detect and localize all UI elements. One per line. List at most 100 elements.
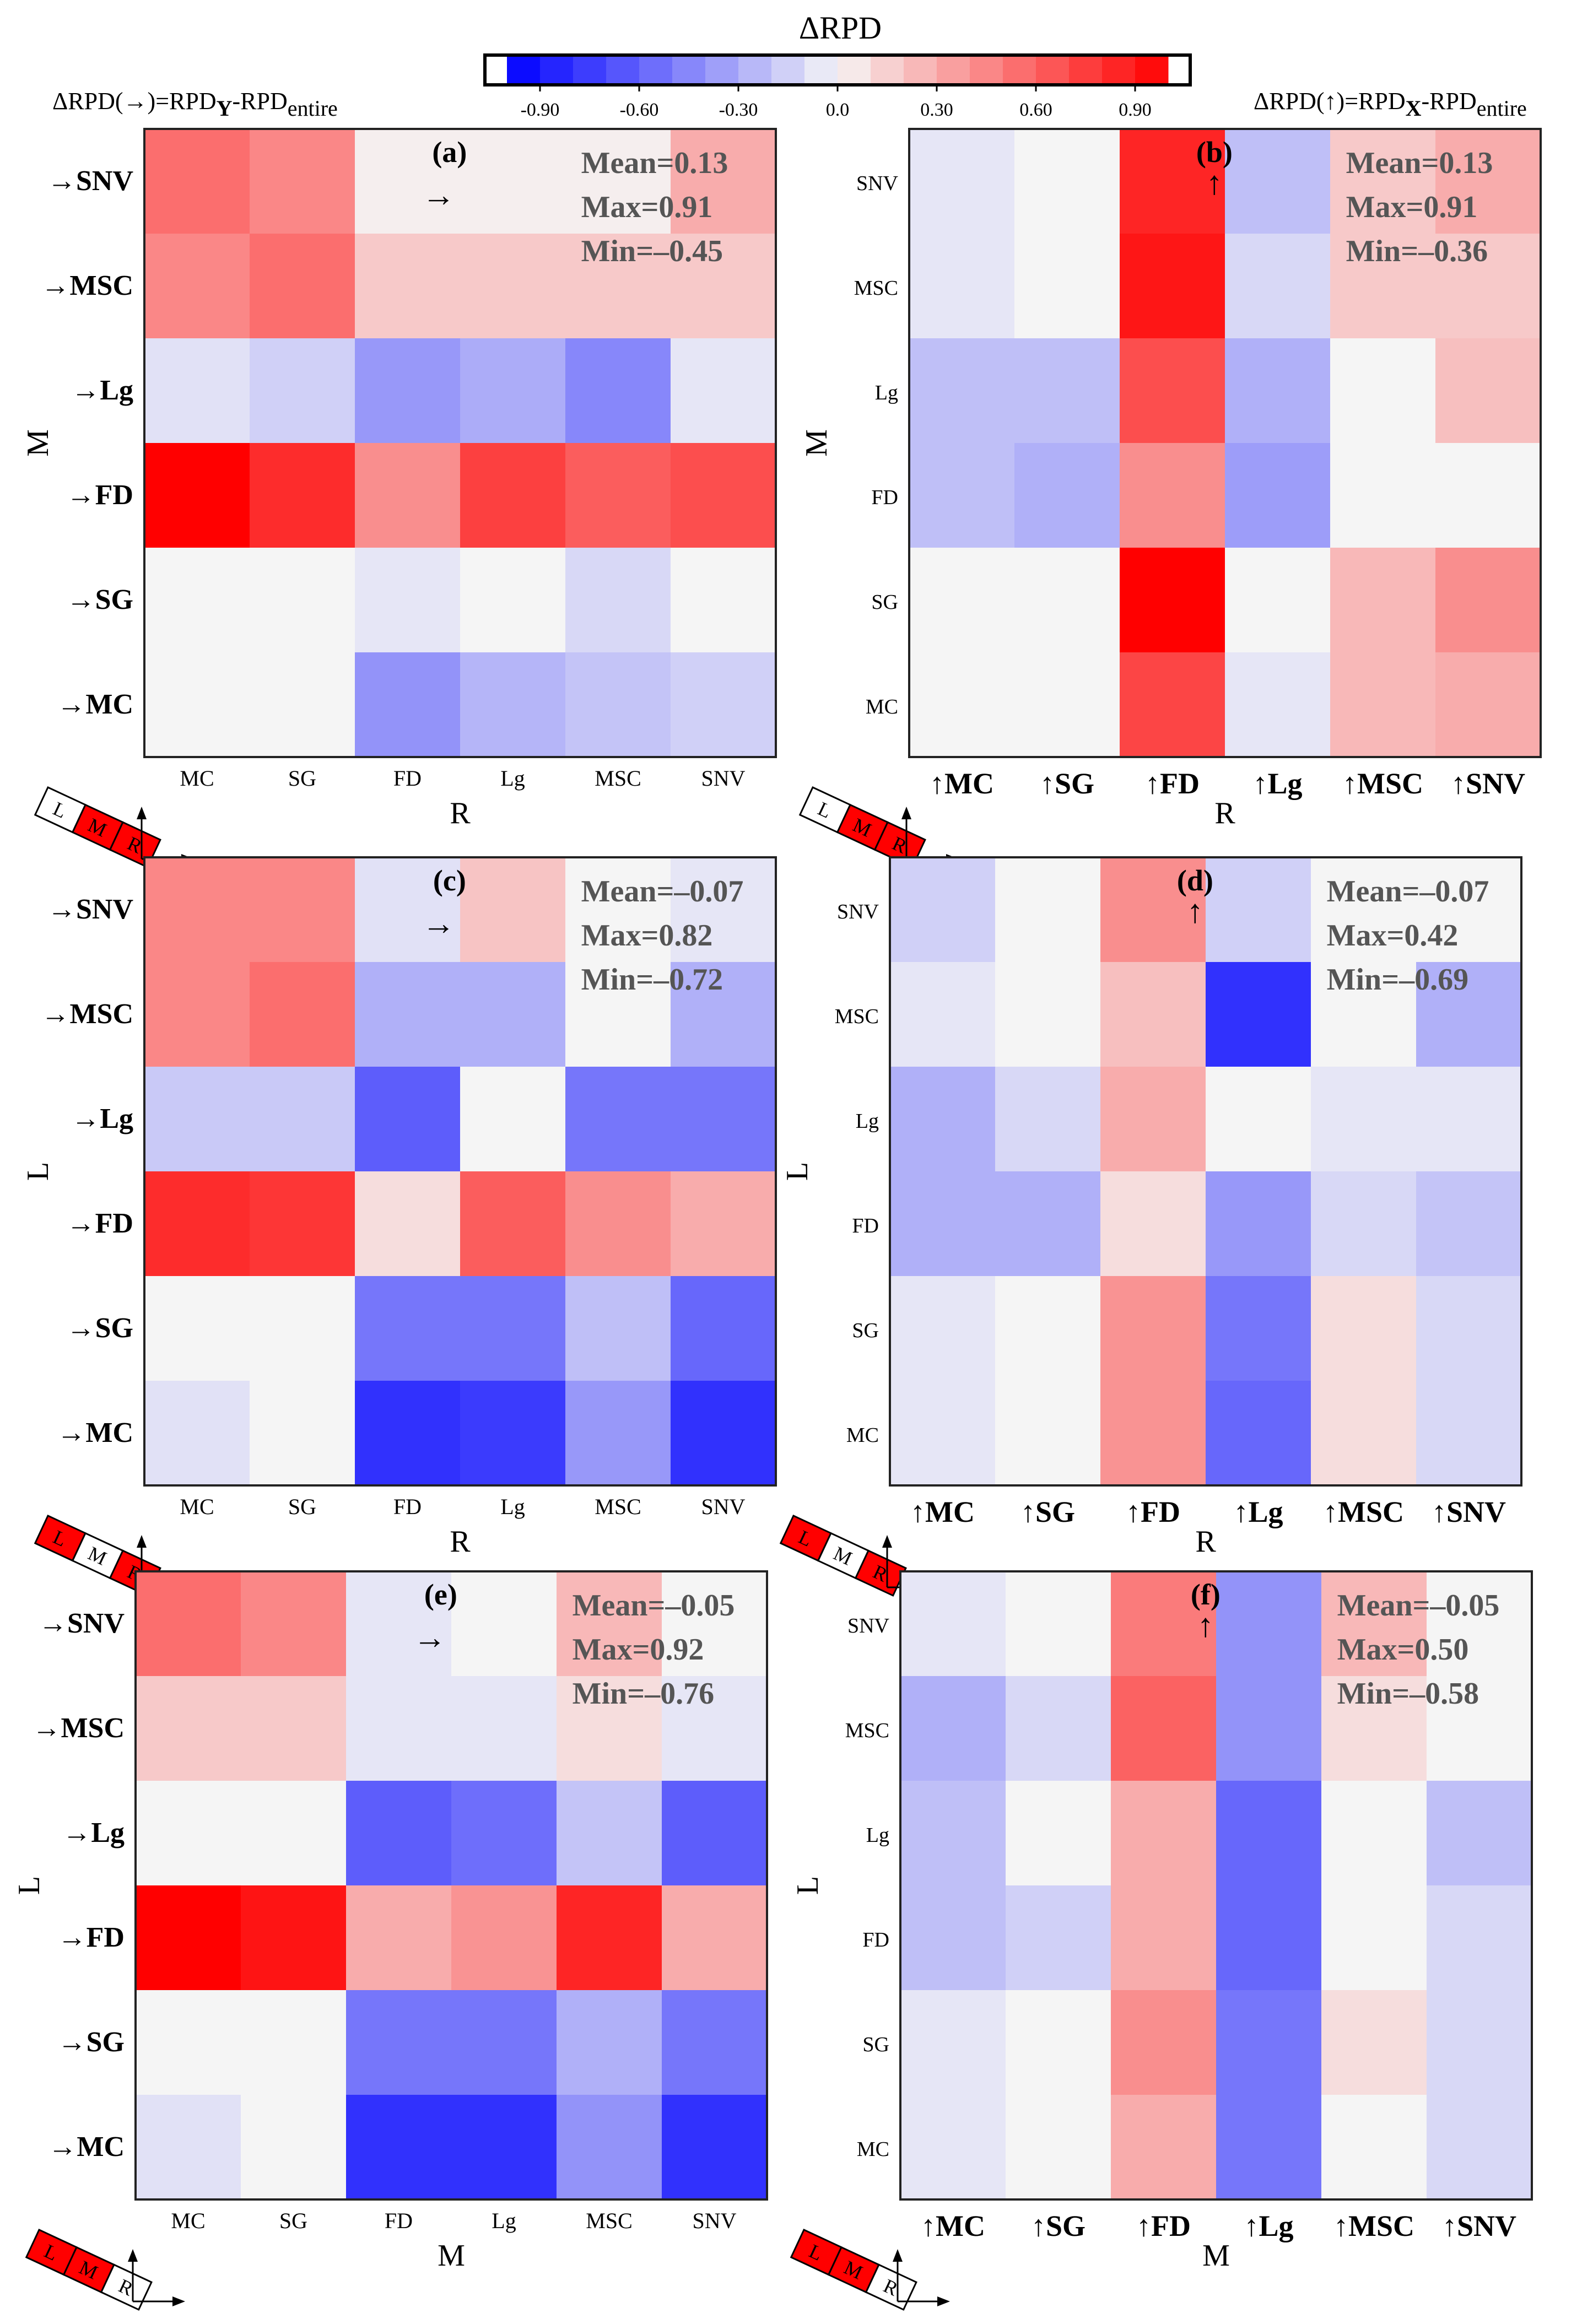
y-tick-label: FD: [871, 486, 898, 509]
x-tick-label: MC: [180, 1494, 214, 1519]
heatmap-cell: [241, 1676, 347, 1781]
direction-arrow: ↑: [1187, 893, 1203, 929]
x-tick-label: FD: [393, 1494, 422, 1519]
heatmap-cell: [250, 1381, 355, 1486]
heatmap-cell: [1216, 1885, 1322, 1991]
colorbar-under-cap: [485, 55, 507, 85]
heatmap-cell: [460, 1067, 566, 1172]
heatmap-cell: [1311, 962, 1417, 1067]
heatmap-cell: [900, 1781, 1006, 1886]
heatmap-cell: [1216, 2095, 1322, 2200]
heatmap-cell: [451, 1885, 557, 1991]
heatmap-cell: [662, 1885, 768, 1991]
heatmap-cell: [346, 1885, 452, 1991]
heatmap-cell: [1330, 548, 1436, 653]
colorbar-cell: [970, 55, 1003, 85]
direction-arrow: →: [422, 905, 455, 942]
plot-frame: [899, 1570, 1533, 2201]
heatmap-cell: [1111, 1781, 1217, 1886]
colorbar-over-cap: [1168, 55, 1190, 85]
heatmap-cell: [900, 1571, 1006, 1677]
heatmap-cell: [890, 1067, 996, 1172]
plot-frame: [134, 1570, 768, 2201]
heatmap-cell: [557, 1990, 662, 2095]
heatmap-cell: [1006, 1885, 1111, 1991]
x-tick-label: ↑MC: [910, 1495, 975, 1528]
stat-max: Max=0.82: [581, 918, 713, 953]
y-tick-label: →Lg: [71, 375, 133, 406]
x-tick-label: SNV: [701, 1494, 745, 1519]
heatmap-cell: [565, 1276, 671, 1381]
y-tick-label: MSC: [854, 277, 898, 300]
heatmap-cell: [565, 1381, 671, 1486]
method-order-glyph: LMR: [798, 786, 926, 868]
heatmap-cell: [136, 1676, 241, 1781]
heatmap-cell: [909, 234, 1015, 339]
x-axis-label: R: [1195, 1525, 1216, 1559]
y-tick-label: →MC: [48, 2131, 125, 2163]
heatmap-cell: [460, 1276, 566, 1381]
glyph-arrowhead-up: [128, 2249, 138, 2262]
heatmap-cell: [1435, 338, 1541, 444]
heatmap-cell: [241, 1571, 347, 1677]
heatmap-cell: [355, 129, 461, 234]
heatmap-cell: [1311, 857, 1417, 963]
heatmap-cell: [1111, 2095, 1217, 2200]
heatmap-cell: [1100, 1067, 1206, 1172]
method-order-glyph: LMR: [34, 786, 161, 868]
colorbar-cell: [540, 55, 574, 85]
heatmap-cell: [250, 857, 355, 963]
y-tick-label: SNV: [837, 900, 879, 923]
colorbar-tick-label: -0.90: [521, 100, 560, 120]
heatmap-cell: [1206, 1067, 1311, 1172]
colorbar-cell: [871, 55, 904, 85]
panel-label: (c): [433, 864, 466, 897]
heatmap-cell: [355, 1171, 461, 1277]
x-tick-label: ↑Lg: [1252, 767, 1302, 800]
stat-max: Max=0.92: [573, 1633, 704, 1667]
heatmap-cell: [460, 548, 566, 653]
heatmap-cell: [671, 338, 776, 444]
heatmap-cell: [144, 548, 250, 653]
y-tick-label: MC: [846, 1424, 879, 1447]
right-formula: ΔRPD(↑)=RPDX-RPDentire: [1254, 88, 1527, 121]
direction-arrow: →: [413, 1619, 446, 1656]
heatmap-cell: [1206, 1381, 1311, 1486]
y-tick-label: FD: [862, 1928, 889, 1952]
heatmap-cell: [144, 652, 250, 758]
method-order-glyph: LMR: [25, 2229, 153, 2311]
y-tick-label: →SNV: [39, 1608, 125, 1639]
heatmap-cell: [1321, 1990, 1427, 2095]
heatmap-cell: [250, 234, 355, 339]
x-tick-label: Lg: [500, 766, 525, 791]
y-tick-label: →MSC: [41, 998, 133, 1030]
direction-arrow: ↑: [1206, 165, 1223, 201]
colorbar-cell: [573, 55, 607, 85]
heatmap-cell: [1321, 1571, 1427, 1677]
heatmap-cell: [250, 338, 355, 444]
heatmap-cell: [355, 234, 461, 339]
stat-mean: Mean=0.13: [1346, 146, 1493, 180]
y-tick-label: SNV: [847, 1614, 890, 1637]
y-tick-label: MC: [857, 2138, 889, 2161]
heatmap-cell: [355, 1067, 461, 1172]
y-tick-label: Lg: [856, 1110, 879, 1133]
heatmap-cell: [355, 962, 461, 1067]
heatmap-cell: [241, 1885, 347, 1991]
x-axis-label: R: [1214, 796, 1235, 830]
colorbar-tick-label: -0.30: [719, 100, 758, 120]
y-axis-label: L: [791, 1876, 825, 1895]
y-tick-label: SG: [852, 1319, 879, 1342]
heatmap-cell: [1427, 1571, 1532, 1677]
heatmap-cell: [1416, 1067, 1522, 1172]
colorbar-title: ΔRPD: [799, 10, 882, 46]
heatmap-cell: [557, 2095, 662, 2200]
heatmap-cell: [565, 1067, 671, 1172]
heatmap-cell: [671, 652, 776, 758]
heatmap-cell: [565, 652, 671, 758]
stat-min: Min=–0.76: [573, 1677, 714, 1711]
stat-min: Min=–0.72: [581, 963, 723, 997]
heatmap-cell: [355, 1381, 461, 1486]
heatmap-cell: [995, 962, 1101, 1067]
heatmap-cell: [144, 962, 250, 1067]
